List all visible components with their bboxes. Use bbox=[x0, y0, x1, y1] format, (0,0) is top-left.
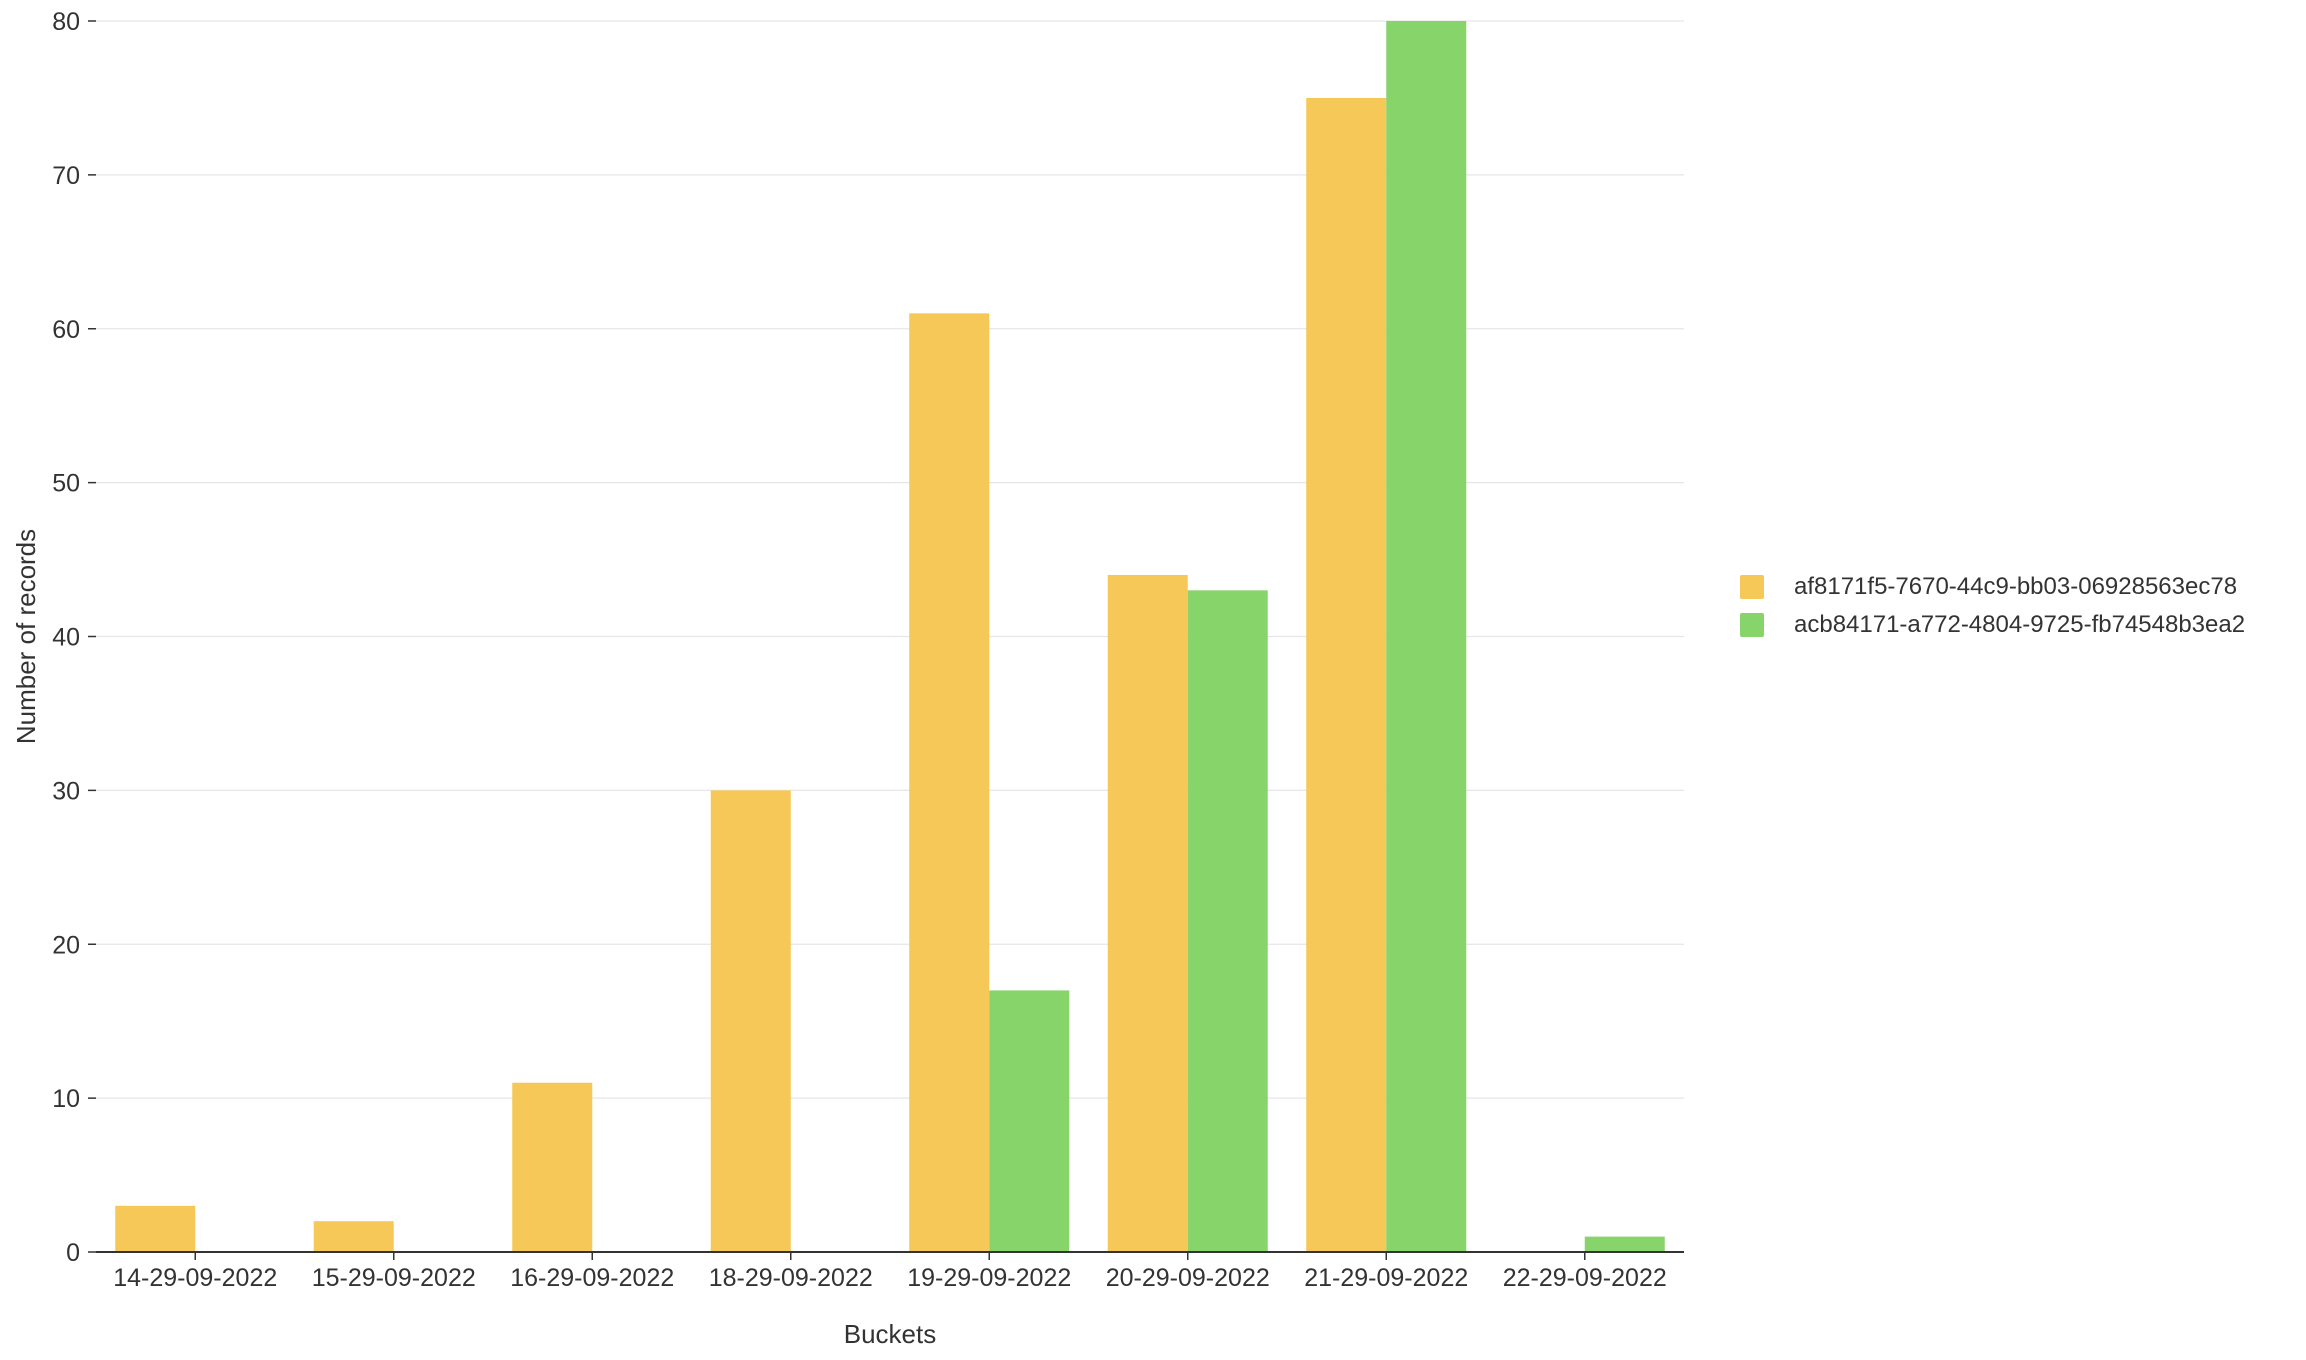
y-tick-label: 60 bbox=[52, 316, 80, 344]
x-tick-label: 19-29-09-2022 bbox=[907, 1264, 1071, 1292]
y-tick-label: 10 bbox=[52, 1085, 80, 1113]
x-tick-label: 21-29-09-2022 bbox=[1304, 1264, 1468, 1292]
axes: 0 10 20 30 40 50 60 70 80 14-29-09-2022 15-29-09-2… bbox=[52, 8, 1684, 1292]
bar bbox=[1107, 574, 1188, 1252]
legend-swatch bbox=[1740, 613, 1764, 637]
bar bbox=[989, 990, 1070, 1252]
legend: af8171f5-7670-44c9-bb03-06928563ec78 acb… bbox=[1740, 568, 2245, 644]
bar bbox=[1584, 1236, 1665, 1252]
bar bbox=[710, 790, 791, 1252]
y-tick-label: 0 bbox=[66, 1239, 80, 1267]
bar bbox=[1306, 97, 1387, 1252]
y-tick-label: 40 bbox=[52, 624, 80, 652]
bar bbox=[1187, 590, 1268, 1252]
legend-item[interactable]: acb84171-a772-4804-9725-fb74548b3ea2 bbox=[1740, 606, 2245, 644]
y-tick-label: 70 bbox=[52, 162, 80, 190]
y-tick-label: 50 bbox=[52, 470, 80, 498]
legend-label: af8171f5-7670-44c9-bb03-06928563ec78 bbox=[1794, 573, 2238, 600]
x-tick-label: 15-29-09-2022 bbox=[312, 1264, 476, 1292]
legend-label: acb84171-a772-4804-9725-fb74548b3ea2 bbox=[1794, 611, 2246, 638]
x-tick-label: 20-29-09-2022 bbox=[1106, 1264, 1270, 1292]
bar bbox=[512, 1082, 593, 1252]
bar bbox=[909, 313, 990, 1252]
bar bbox=[313, 1221, 394, 1252]
y-tick-label: 80 bbox=[52, 8, 80, 36]
legend-item[interactable]: af8171f5-7670-44c9-bb03-06928563ec78 bbox=[1740, 568, 2245, 606]
x-tick-label: 16-29-09-2022 bbox=[510, 1264, 674, 1292]
y-tick-label: 20 bbox=[52, 931, 80, 959]
bar bbox=[115, 1205, 196, 1252]
bars bbox=[115, 21, 1665, 1252]
y-axis-title: Number of records bbox=[11, 529, 41, 744]
x-axis-title: Buckets bbox=[844, 1319, 937, 1349]
y-tick-label: 30 bbox=[52, 777, 80, 805]
x-tick-label: 22-29-09-2022 bbox=[1503, 1264, 1667, 1292]
grid-lines bbox=[96, 20, 1684, 1099]
x-tick-label: 14-29-09-2022 bbox=[113, 1264, 277, 1292]
bar bbox=[1386, 21, 1467, 1252]
legend-swatch bbox=[1740, 575, 1764, 599]
x-tick-label: 18-29-09-2022 bbox=[709, 1264, 873, 1292]
